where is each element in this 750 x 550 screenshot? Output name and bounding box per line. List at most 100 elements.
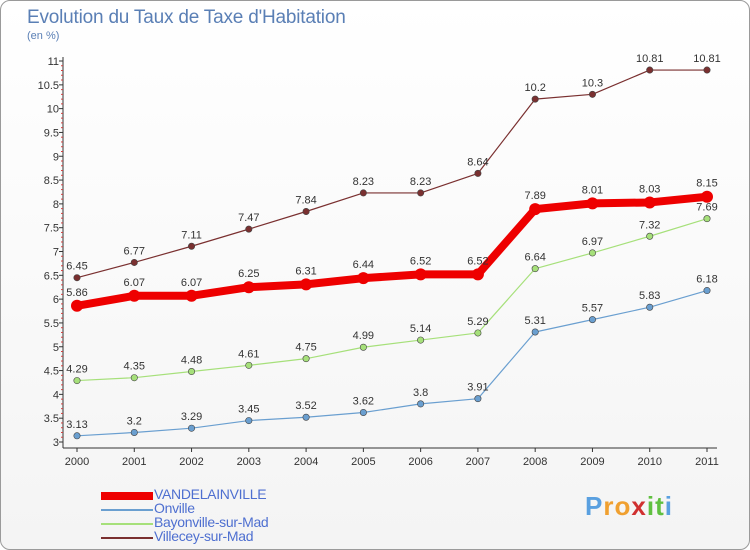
data-label: 6.64	[524, 252, 545, 264]
data-label: 4.75	[295, 342, 316, 354]
data-point	[185, 289, 198, 302]
data-label: 7.32	[639, 219, 660, 231]
legend-swatch	[101, 492, 153, 500]
data-label: 6.97	[582, 236, 603, 248]
data-point	[128, 289, 141, 302]
data-label: 4.35	[124, 361, 145, 373]
x-tick-label: 2005	[351, 456, 375, 468]
data-point	[188, 368, 196, 376]
data-point	[588, 90, 596, 98]
data-label: 4.48	[181, 355, 202, 367]
data-label: 5.83	[639, 290, 660, 302]
legend-label: VANDELAINVILLE	[154, 486, 267, 502]
data-point	[359, 343, 367, 351]
data-point	[701, 190, 713, 203]
data-label: 10.81	[636, 53, 664, 65]
data-label: 3.13	[66, 419, 87, 431]
data-label: 10.3	[582, 77, 603, 89]
data-label: 8.23	[410, 176, 431, 188]
y-tick-label: 8	[53, 199, 59, 211]
data-point	[531, 328, 539, 336]
y-tick-label: 3.5	[44, 413, 59, 425]
data-label: 4.99	[353, 330, 374, 342]
y-tick-label: 6.5	[44, 270, 59, 282]
data-label: 4.61	[238, 348, 259, 360]
x-tick-label: 2008	[523, 456, 547, 468]
data-point	[245, 225, 253, 233]
data-point	[703, 287, 711, 295]
data-label: 5.14	[410, 323, 431, 335]
series-line-bayonville-sur-mad	[76, 218, 708, 382]
data-point	[357, 272, 370, 285]
x-tick-label: 2002	[179, 456, 203, 468]
data-label: 5.57	[582, 303, 603, 315]
series-line-villecey-sur-mad	[76, 69, 708, 279]
legend-swatch	[101, 523, 153, 525]
data-label: 4.29	[66, 364, 87, 376]
x-tick-label: 2001	[122, 456, 146, 468]
data-point	[474, 329, 482, 337]
data-label: 5.31	[524, 315, 545, 327]
data-label: 3.91	[467, 382, 488, 394]
data-point	[474, 395, 482, 403]
x-tick-label: 2011	[695, 456, 719, 468]
series-line-vandelainville	[73, 192, 711, 310]
y-tick-label: 3	[53, 437, 59, 449]
legend-label: Onville	[154, 500, 195, 516]
x-tick-label: 2007	[466, 456, 490, 468]
data-label: 6.18	[696, 274, 717, 286]
data-point	[359, 408, 367, 416]
data-label: 7.11	[181, 229, 202, 241]
data-label: 8.23	[353, 176, 374, 188]
y-tick-label: 5	[53, 342, 59, 354]
x-tick-label: 2006	[408, 456, 432, 468]
logo-letter: P	[585, 491, 604, 521]
y-tick-label: 5.5	[44, 318, 59, 330]
data-point	[188, 424, 196, 432]
data-point	[643, 196, 656, 209]
data-label: 3.29	[181, 411, 202, 423]
data-point	[71, 299, 83, 312]
data-label: 6.52	[467, 255, 488, 267]
data-label: 8.03	[639, 183, 660, 195]
data-label: 3.2	[127, 415, 142, 427]
data-label: 8.15	[696, 178, 717, 190]
data-point	[300, 278, 313, 291]
y-tick-label: 10	[47, 104, 59, 116]
data-point	[588, 249, 596, 257]
data-point	[531, 265, 539, 273]
y-tick-label: 4	[53, 389, 59, 401]
data-label: 6.44	[353, 259, 374, 271]
data-label: 7.69	[696, 202, 717, 214]
data-label: 10.2	[524, 82, 545, 94]
data-point	[529, 203, 542, 216]
data-point	[188, 242, 196, 250]
logo-letter: t	[655, 491, 665, 521]
data-point	[646, 66, 654, 74]
x-tick-label: 2010	[637, 456, 661, 468]
data-point	[531, 95, 539, 103]
data-label: 7.84	[295, 194, 316, 206]
y-tick-label: 11	[48, 56, 59, 68]
data-point	[302, 207, 310, 215]
data-label: 3.52	[295, 400, 316, 412]
data-point	[302, 413, 310, 421]
legend-swatch	[101, 537, 153, 539]
legend-swatch	[101, 509, 153, 511]
data-point	[245, 417, 253, 425]
series-line-onville	[76, 289, 708, 437]
data-point	[646, 232, 654, 240]
data-point	[703, 215, 711, 223]
y-tick-label: 8.5	[44, 175, 59, 187]
data-point	[73, 274, 81, 282]
data-point	[130, 428, 138, 436]
logo-letter: i	[646, 491, 656, 521]
data-point	[474, 169, 482, 177]
data-label: 6.31	[295, 265, 316, 277]
data-label: 7.47	[238, 212, 259, 224]
chart-unit-label: (en %)	[27, 30, 60, 42]
data-point	[417, 336, 425, 344]
logo-letter: r	[603, 491, 615, 521]
data-label: 6.07	[181, 277, 202, 289]
data-point	[130, 258, 138, 266]
